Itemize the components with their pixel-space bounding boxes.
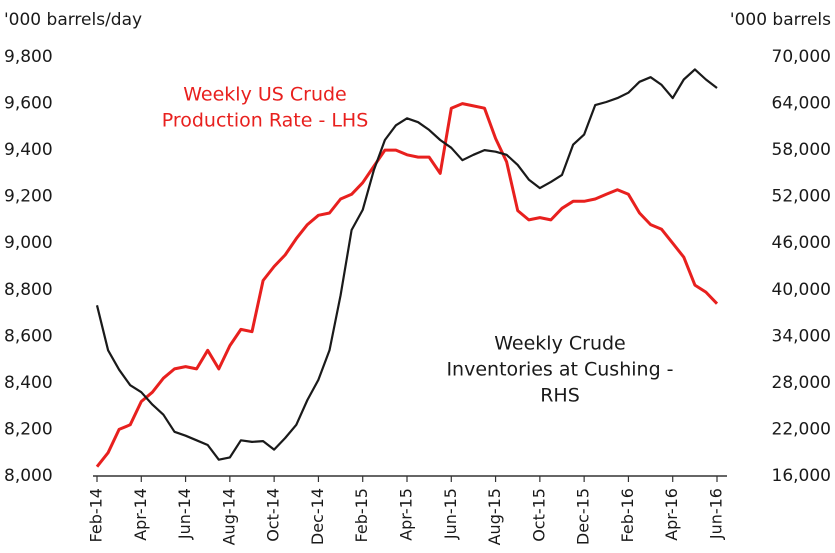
y2-tick-label: 22,000 <box>772 419 831 439</box>
x-tick-label: Feb-15 <box>352 488 371 542</box>
annotation: Weekly US Crude <box>183 84 347 106</box>
y-tick-label: 8,400 <box>4 373 53 393</box>
x-tick-label: Dec-14 <box>308 488 327 545</box>
annotation: Weekly Crude <box>494 333 626 355</box>
x-tick-label: Jun-15 <box>441 488 460 540</box>
x-tick-label: Dec-15 <box>574 488 593 545</box>
annotation: Production Rate - LHS <box>162 110 369 132</box>
y2-tick-label: 64,000 <box>772 94 831 114</box>
series-line <box>95 68 718 461</box>
y2-tick-label: 46,000 <box>772 233 831 253</box>
x-tick-label: Oct-15 <box>529 488 548 542</box>
x-tick-label: Feb-14 <box>87 488 106 542</box>
x-tick-label: Apr-15 <box>397 488 416 541</box>
y-tick-label: 9,000 <box>4 233 53 253</box>
y-tick-label: 8,000 <box>4 466 53 486</box>
y2-tick-label: 16,000 <box>772 466 831 486</box>
series-line <box>95 102 719 468</box>
y2-tick-label: 28,000 <box>772 373 831 393</box>
x-tick-label: Aug-14 <box>219 488 238 545</box>
y-tick-label: 9,200 <box>4 187 53 207</box>
y2-tick-label: 34,000 <box>772 326 831 346</box>
x-tick-label: Oct-14 <box>264 488 283 542</box>
x-tick-label: Jun-14 <box>175 488 194 540</box>
y-tick-label: 8,800 <box>4 280 53 300</box>
y2-axis-label: '000 barrels <box>730 10 831 30</box>
y2-tick-label: 40,000 <box>772 280 831 300</box>
annotation: RHS <box>540 385 580 407</box>
x-tick-label: Jun-16 <box>707 488 726 540</box>
y2-tick-label: 58,000 <box>772 140 831 160</box>
y-axis-label: '000 barrels/day <box>4 10 142 30</box>
y-tick-label: 8,600 <box>4 326 53 346</box>
y-tick-label: 8,200 <box>4 419 53 439</box>
x-tick-label: Feb-16 <box>618 488 637 542</box>
annotation: Inventories at Cushing - <box>446 359 673 381</box>
x-tick-label: Apr-16 <box>662 488 681 541</box>
x-tick-label: Aug-15 <box>485 488 504 545</box>
x-tick-label: Apr-14 <box>131 488 150 541</box>
y-tick-label: 9,400 <box>4 140 53 160</box>
y2-tick-label: 70,000 <box>772 47 831 67</box>
y2-tick-label: 52,000 <box>772 187 831 207</box>
y-tick-label: 9,800 <box>4 47 53 67</box>
y-tick-label: 9,600 <box>4 94 53 114</box>
